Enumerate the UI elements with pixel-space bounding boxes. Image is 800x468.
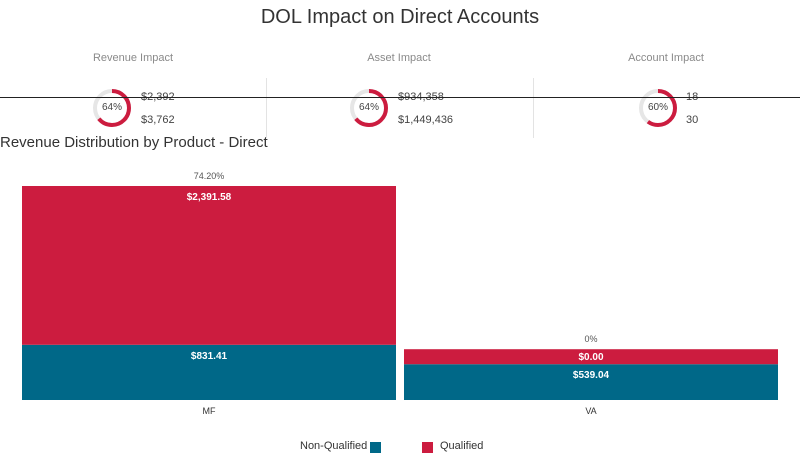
x-tick-label: MF [203, 406, 216, 416]
asset-donut [350, 89, 388, 127]
kpi-value-bottom: $1,449,436 [398, 114, 454, 126]
kpi-divider [533, 78, 534, 138]
kpi-label: Asset Impact [367, 52, 431, 64]
revenue-impact-kpi: Revenue Impact [0, 50, 266, 140]
kpi-value-bottom: 30 [686, 114, 699, 126]
kpi-divider [266, 78, 267, 138]
data-label-non-qualified: $831.41 [191, 351, 228, 362]
donut-percent: 60% [647, 102, 668, 113]
data-label-qualified: $2,391.58 [187, 192, 232, 203]
kpi-label: Revenue Impact [92, 52, 174, 64]
bar-qualified [22, 186, 396, 345]
chart-title: Revenue Distribution by Product - Direct [0, 134, 268, 151]
kpi-label: Account Impact [628, 52, 704, 64]
revenue-stacked-bar-chart: $831.41 $2,391.58 74.20% MF $539.04 $0.00 0% VA [22, 171, 778, 416]
horizontal-rule [0, 97, 800, 98]
bar-qualified [404, 349, 778, 365]
legend-label-non-qualified: Non-Qualified [300, 440, 368, 452]
percent-label: 0% [584, 334, 597, 344]
kpi-value-bottom: $3,762 [141, 114, 175, 126]
legend-label-qualified: Qualified [440, 440, 484, 452]
asset-impact-kpi: Asset Impact [266, 50, 532, 140]
donut-percent: 64% [358, 102, 379, 113]
donut-arc [350, 89, 388, 127]
bar-non-qualified [404, 364, 778, 400]
data-label-qualified: $0.00 [578, 352, 603, 363]
legend-swatch-qualified [422, 442, 433, 453]
account-impact-kpi: Account Impact [533, 50, 799, 140]
donut-arc [639, 89, 677, 127]
percent-label: 74.20% [194, 171, 225, 181]
x-tick-label: VA [585, 406, 596, 416]
revenue-donut [93, 89, 131, 127]
page-title: DOL Impact on Direct Accounts [260, 6, 540, 28]
donut-percent: 64% [101, 102, 122, 113]
data-label-non-qualified: $539.04 [573, 370, 610, 381]
donut-arc [93, 89, 131, 127]
account-donut [639, 89, 677, 127]
bar-non-qualified [22, 344, 396, 400]
legend-swatch-non-qualified [370, 442, 381, 453]
